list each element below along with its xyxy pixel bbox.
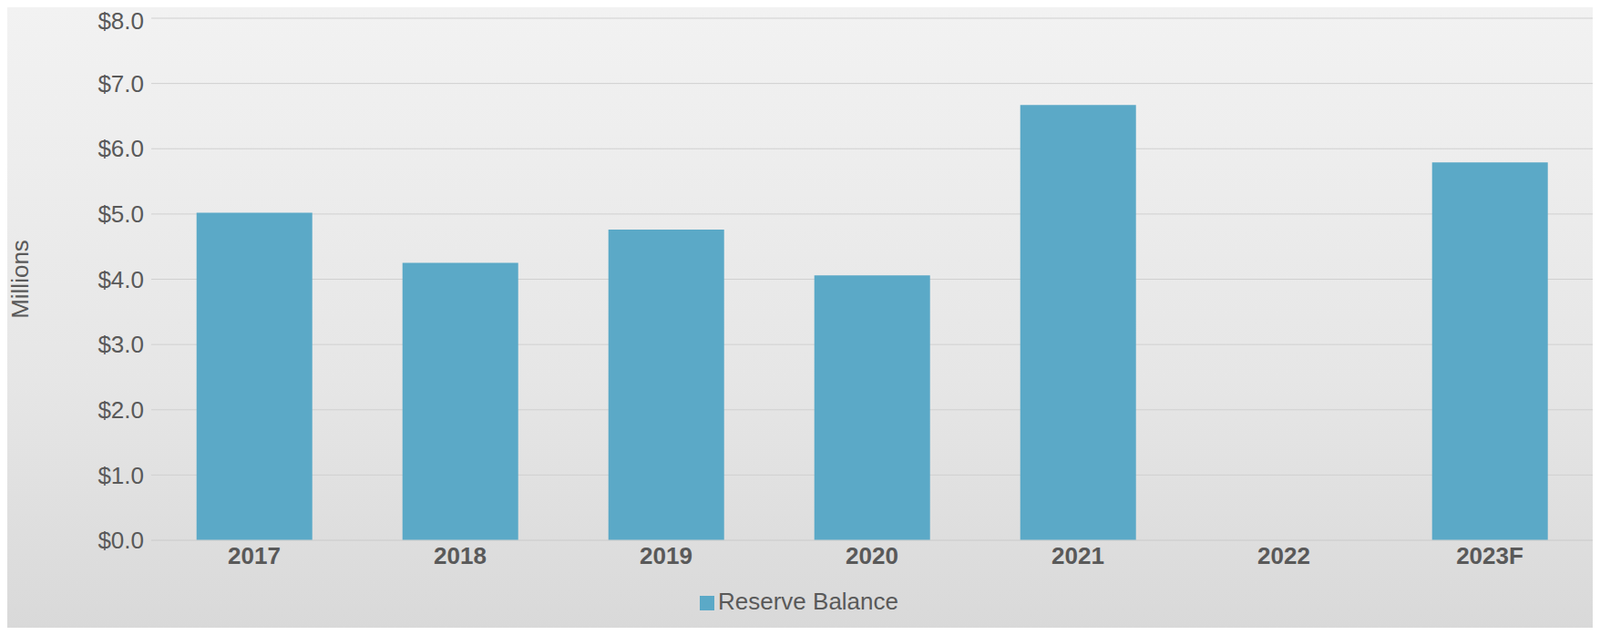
svg-text:2018: 2018	[433, 542, 487, 570]
svg-text:$0.0: $0.0	[97, 526, 144, 554]
svg-text:2022: 2022	[1257, 542, 1311, 570]
svg-text:$3.0: $3.0	[97, 330, 144, 359]
svg-text:2023F: 2023F	[1456, 542, 1524, 570]
svg-text:$1.0: $1.0	[97, 461, 144, 490]
svg-text:2019: 2019	[639, 542, 693, 570]
svg-text:2017: 2017	[227, 542, 281, 570]
svg-text:$7.0: $7.0	[97, 70, 144, 98]
html-text:Reserve Balance: Reserve Balance	[717, 587, 899, 616]
svg-text:$2.0: $2.0	[97, 396, 144, 424]
svg-text:Millions: Millions	[7, 239, 34, 319]
svg-text:2021: 2021	[1051, 542, 1105, 570]
svg-text:$5.0: $5.0	[97, 200, 144, 228]
svg-text:$6.0: $6.0	[97, 134, 144, 163]
svg-text:$4.0: $4.0	[97, 266, 144, 294]
svg-text:2020: 2020	[845, 542, 899, 570]
svg-text:$8.0: $8.0	[97, 7, 144, 35]
